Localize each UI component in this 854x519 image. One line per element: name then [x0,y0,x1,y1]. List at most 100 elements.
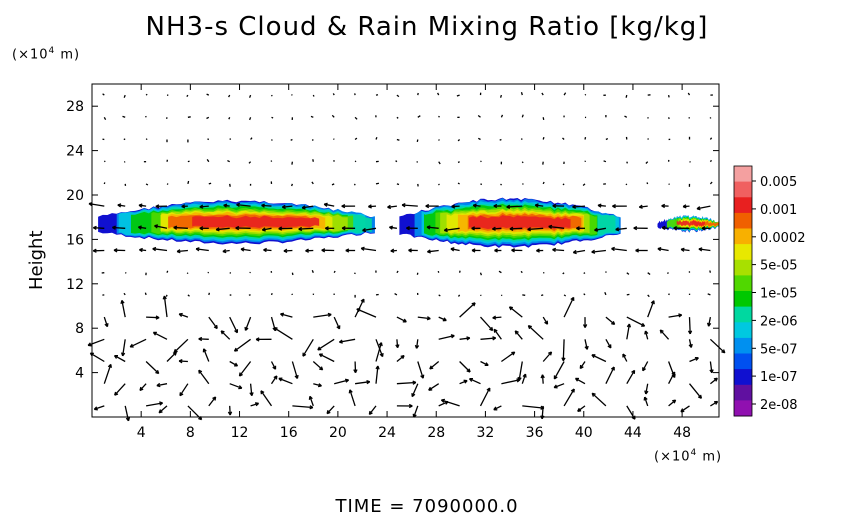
wind-arrow-head [401,203,406,208]
wind-arrow-head [706,322,712,327]
wind-arrow [668,183,670,185]
wind-arrow [541,374,544,384]
wind-arrow-head [572,204,577,209]
wind-arrow [334,379,349,385]
wind-arrow [438,115,440,118]
wind-arrow-head [156,382,161,388]
wind-arrow [514,330,523,340]
wind-arrow [563,388,575,407]
wind-arrow [290,138,293,141]
wind-arrow [356,308,377,318]
wind-arrow [480,294,482,297]
wind-arrow [426,226,439,229]
x-unit-exponent: 4 [690,448,698,458]
wind-arrow [301,205,314,209]
wind-arrow [208,396,217,407]
wind-arrow [199,205,209,208]
wind-arrow [332,93,335,96]
wind-arrow-head [506,204,511,209]
wind-arrow [198,369,210,385]
wind-arrow [396,94,400,98]
wind-arrow-head [178,312,183,317]
wind-arrow [583,272,586,275]
wind-arrow [647,272,651,276]
wind-arrow [444,227,460,232]
colorbar-label: 0.001 [760,203,797,218]
wind-arrow-head [255,337,260,342]
wind-arrow [479,272,483,276]
wind-arrow [688,317,691,334]
wind-arrow-head [406,226,410,231]
wind-arrow [611,247,627,252]
wind-arrow [229,360,238,367]
wind-arrow [103,316,109,327]
wind-arrow [520,138,523,140]
wind-arrow-head [612,204,616,209]
wind-arrow-head [610,366,615,371]
wind-arrow-head [238,372,243,377]
wind-arrow [509,306,523,318]
wind-arrow-head [261,203,265,208]
wind-arrow-head [273,375,278,380]
wind-arrow [499,138,502,141]
wind-arrow [396,316,407,323]
wind-arrow [518,361,523,381]
wind-arrow-head [426,225,431,230]
wind-arrow [311,181,314,185]
y-unit-suffix: m) [55,47,81,63]
wind-arrow-head [213,324,218,330]
wind-arrow [112,226,126,229]
wind-arrow-head [378,342,383,347]
wind-arrow [375,182,380,185]
colorbar-label: 5e-05 [760,259,798,274]
wind-arrow [458,270,461,273]
x-tick-label: 24 [378,425,396,441]
x-tick-label: 4 [137,425,146,441]
cloud-band [192,215,320,228]
wind-arrow [577,405,586,412]
wind-arrow-head [553,375,558,380]
wind-arrow [270,139,273,141]
wind-arrow-head [272,365,277,370]
wind-arrow [562,183,565,186]
wind-arrow-head [709,369,714,374]
wind-arrow [413,405,419,418]
wind-arrow-head [721,349,726,354]
wind-arrow-head [283,248,288,253]
wind-arrow [236,203,251,207]
wind-arrow-head [527,227,532,232]
wind-arrow [145,183,149,186]
wind-arrow-head [402,318,407,323]
x-tick-label: 48 [673,425,691,441]
wind-arrow [500,183,502,186]
wind-arrow-head [125,417,131,422]
colorbar-swatch [734,228,752,245]
y-unit-exponent: 4 [48,46,56,56]
wind-arrow [216,227,230,231]
colorbar-swatch [734,259,752,276]
wind-arrow-head [199,226,204,231]
wind-arrow [206,159,210,163]
wind-arrow-head [534,203,539,208]
wind-arrow [667,117,670,120]
wind-arrow-head [317,346,322,351]
colorbar-swatch [734,166,752,183]
wind-arrow [644,396,649,407]
wind-arrow-head [680,247,685,252]
wind-arrow [311,269,314,273]
wind-arrow [208,316,218,329]
wind-arrow [687,92,691,96]
wind-arrow [354,137,358,141]
wind-arrow-head [321,248,326,253]
wind-arrow-head [336,325,341,330]
wind-arrow-head [552,247,557,252]
wind-arrow [521,161,524,164]
wind-arrow [456,94,460,97]
wind-arrow-head [429,365,434,370]
wind-arrow [339,338,356,343]
wind-arrow [591,354,607,363]
wind-arrow-head [591,392,596,397]
wind-arrow-head [661,225,666,231]
wind-arrow [302,338,314,357]
wind-arrow [206,116,210,120]
